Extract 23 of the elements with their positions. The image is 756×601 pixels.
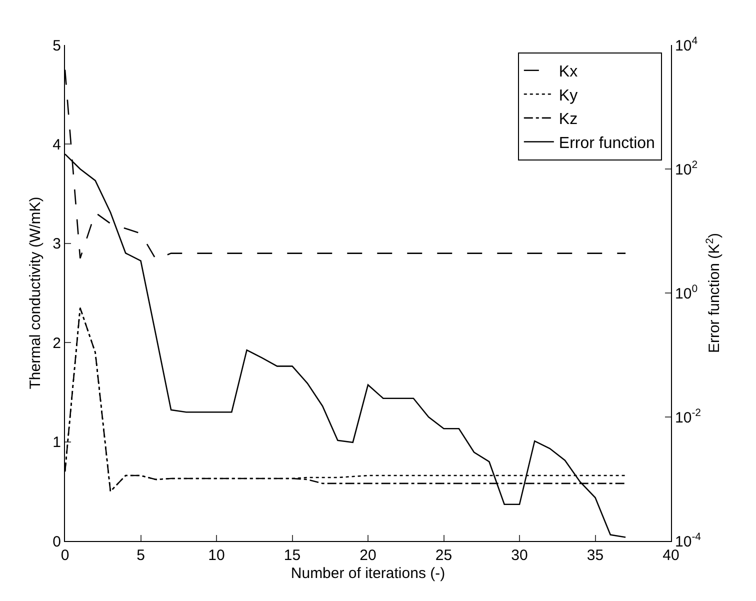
legend-label: Error function bbox=[558, 134, 655, 152]
y-tick-label: 3 bbox=[52, 236, 61, 253]
y-tick-label: 2 bbox=[52, 334, 61, 352]
y-tick-label: 1 bbox=[52, 434, 61, 452]
y2-tick-label: 10$^{-2}$ bbox=[675, 406, 702, 426]
x-tick-label: 5 bbox=[136, 547, 145, 564]
x-tick-label: 10 bbox=[208, 547, 225, 564]
y-tick-label: 5 bbox=[52, 37, 61, 54]
x-tick-label: 35 bbox=[586, 547, 604, 564]
y2-tick-label: 10$^{2}$ bbox=[675, 158, 698, 178]
legend-label: Ky bbox=[558, 87, 578, 104]
x-tick-label: 15 bbox=[284, 547, 301, 564]
y2-tick-label: 10$^{4}$ bbox=[675, 34, 698, 54]
x-tick-label: 25 bbox=[435, 547, 452, 564]
y2-tick-label: 10$^{0}$ bbox=[675, 282, 698, 302]
x-axis-title: Number of iterations (-) bbox=[290, 565, 446, 582]
y-tick-label: 0 bbox=[52, 533, 61, 550]
y-axis-title: Thermal conductivity (W/mK) bbox=[26, 196, 44, 390]
legend-label: Kx bbox=[558, 64, 578, 81]
y-tick-label: 4 bbox=[52, 136, 61, 154]
legend-label: Kz bbox=[558, 111, 578, 128]
x-tick-label: 20 bbox=[360, 547, 376, 564]
x-tick-label: 30 bbox=[511, 547, 528, 564]
